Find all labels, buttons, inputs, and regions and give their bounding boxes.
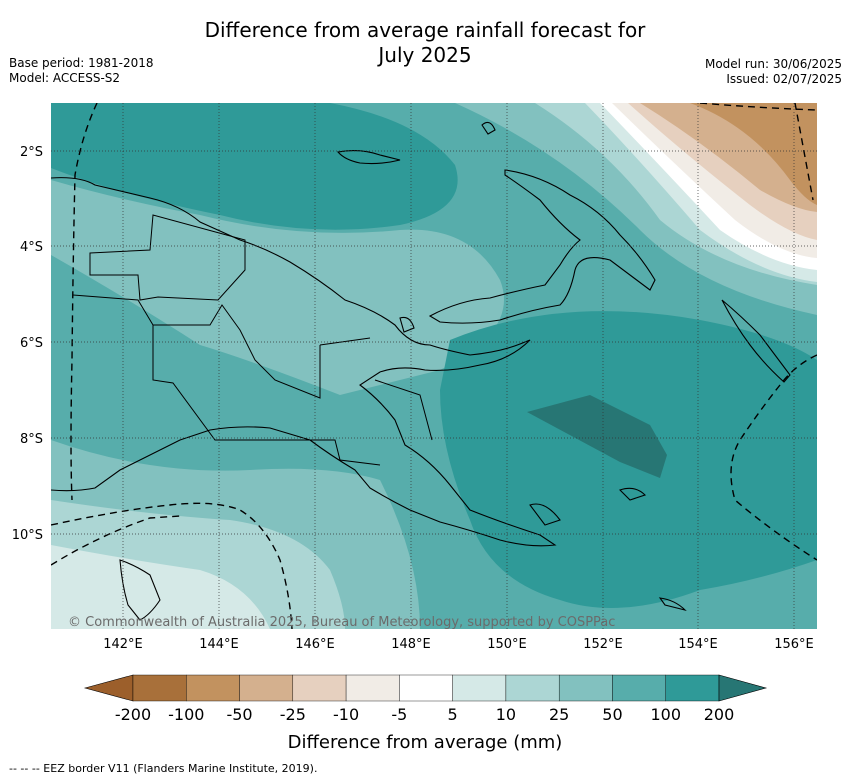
colorbar-cell bbox=[239, 674, 294, 702]
lat-labels: 2°S 4°S 6°S 8°S 10°S bbox=[12, 145, 43, 543]
colorbar-title: Difference from average (mm) bbox=[288, 732, 563, 753]
border-highlands bbox=[153, 304, 321, 399]
eez-borders bbox=[51, 103, 817, 629]
colorbar-tick-label: -100 bbox=[168, 705, 204, 724]
island-2 bbox=[399, 316, 415, 333]
lon-label-148e: 148°E bbox=[391, 637, 431, 652]
rainfall-field bbox=[51, 103, 817, 629]
lon-label-152e: 152°E bbox=[583, 637, 623, 652]
border-sandaun bbox=[89, 214, 246, 301]
colorbar-tick-label: 10 bbox=[496, 705, 516, 724]
lat-label-8s: 8°S bbox=[20, 432, 43, 447]
eez-torres-2 bbox=[51, 515, 181, 566]
border-oro bbox=[374, 379, 433, 441]
eez-west bbox=[70, 103, 98, 501]
issued-date: Issued: 02/07/2025 bbox=[726, 72, 842, 86]
colorbar-tick-label: 5 bbox=[448, 705, 458, 724]
lon-labels: 142°E 144°E 146°E 148°E 150°E 152°E 154°… bbox=[103, 637, 814, 652]
lon-label-150e: 150°E bbox=[487, 637, 527, 652]
new-guinea-coast bbox=[51, 177, 557, 547]
model-run: Model run: 30/06/2025 bbox=[704, 57, 842, 71]
base-period: Base period: 1981-2018 bbox=[9, 56, 154, 70]
lon-label-146e: 146°E bbox=[295, 637, 335, 652]
new-britain-coast bbox=[428, 169, 656, 324]
colorbar-tick-label: -50 bbox=[226, 705, 252, 724]
bougainville-coast bbox=[721, 299, 791, 383]
cape-york-coast bbox=[119, 559, 161, 621]
colorbar-tick-label: 25 bbox=[549, 705, 569, 724]
border-morobe bbox=[319, 337, 371, 346]
colorbar-cell bbox=[558, 674, 613, 702]
lon-label-144e: 144°E bbox=[199, 637, 239, 652]
colorbar-tick-label: 100 bbox=[650, 705, 681, 724]
colorbar-tick-label: 200 bbox=[704, 705, 735, 724]
colorbar-cell bbox=[399, 674, 453, 702]
base-info: Base period: 1981-2018 Model: ACCESS-S2 bbox=[9, 56, 154, 86]
colorbar-tick-label: -10 bbox=[333, 705, 359, 724]
island-4 bbox=[658, 597, 687, 612]
colorbar-cell bbox=[132, 674, 187, 702]
eez-legend-note: -- -- -- EEZ border V11 (Flanders Marine… bbox=[9, 762, 318, 775]
lon-label-142e: 142°E bbox=[103, 637, 143, 652]
band-25-50-mainland bbox=[51, 180, 504, 395]
lat-label-2s: 2°S bbox=[20, 145, 43, 160]
island-5 bbox=[529, 503, 561, 526]
eez-south-east bbox=[730, 354, 817, 561]
colorbar-cell bbox=[345, 674, 400, 702]
lon-label-154e: 154°E bbox=[678, 637, 718, 652]
band-100-200-north bbox=[51, 103, 458, 230]
border-western bbox=[72, 294, 381, 466]
colorbar-under-arrow bbox=[83, 674, 134, 702]
colorbar-cell bbox=[505, 674, 560, 702]
coastlines bbox=[51, 121, 791, 621]
band-minus-100 bbox=[690, 103, 817, 205]
lon-label-156e: 156°E bbox=[774, 637, 814, 652]
chart-title: Difference from average rainfall forecas… bbox=[0, 18, 850, 68]
colorbar-tick-labels: -200 -100 -50 -25 -10 -5 5 10 25 50 100 200 bbox=[115, 705, 734, 724]
title-line-1: Difference from average rainfall forecas… bbox=[204, 18, 646, 42]
lat-label-4s: 4°S bbox=[20, 240, 43, 255]
colorbar-tick-label: 50 bbox=[602, 705, 622, 724]
colorbar: -200 -100 -50 -25 -10 -5 5 10 25 50 100 200 Differe… bbox=[83, 674, 768, 753]
colorbar-cell bbox=[665, 674, 720, 702]
band-over-200 bbox=[527, 395, 667, 478]
band-5-10-south bbox=[51, 545, 270, 629]
island-1 bbox=[481, 121, 496, 135]
lat-label-6s: 6°S bbox=[20, 336, 43, 351]
island-3 bbox=[618, 487, 647, 501]
title-line-2: July 2025 bbox=[378, 43, 472, 67]
colorbar-cells bbox=[132, 674, 720, 702]
colorbar-cell bbox=[612, 674, 666, 702]
colorbar-cell bbox=[292, 674, 347, 702]
run-info: Model run: 30/06/2025 Issued: 02/07/2025 bbox=[705, 57, 842, 87]
copyright-text: © Commonwealth of Australia 2025, Bureau… bbox=[68, 615, 615, 630]
colorbar-cell bbox=[186, 674, 240, 702]
eez-north-east bbox=[699, 103, 817, 111]
colorbar-tick-label: -25 bbox=[280, 705, 306, 724]
gridlines bbox=[51, 103, 817, 629]
model-name: Model: ACCESS-S2 bbox=[9, 71, 121, 85]
province-borders bbox=[72, 214, 433, 466]
colorbar-cell bbox=[452, 674, 507, 702]
colorbar-tick-label: -5 bbox=[391, 705, 407, 724]
eez-east-vertical bbox=[794, 103, 814, 201]
lat-label-10s: 10°S bbox=[12, 528, 43, 543]
colorbar-tick-label: -200 bbox=[115, 705, 151, 724]
colorbar-over-arrow bbox=[718, 674, 768, 702]
eez-torres bbox=[51, 502, 293, 629]
